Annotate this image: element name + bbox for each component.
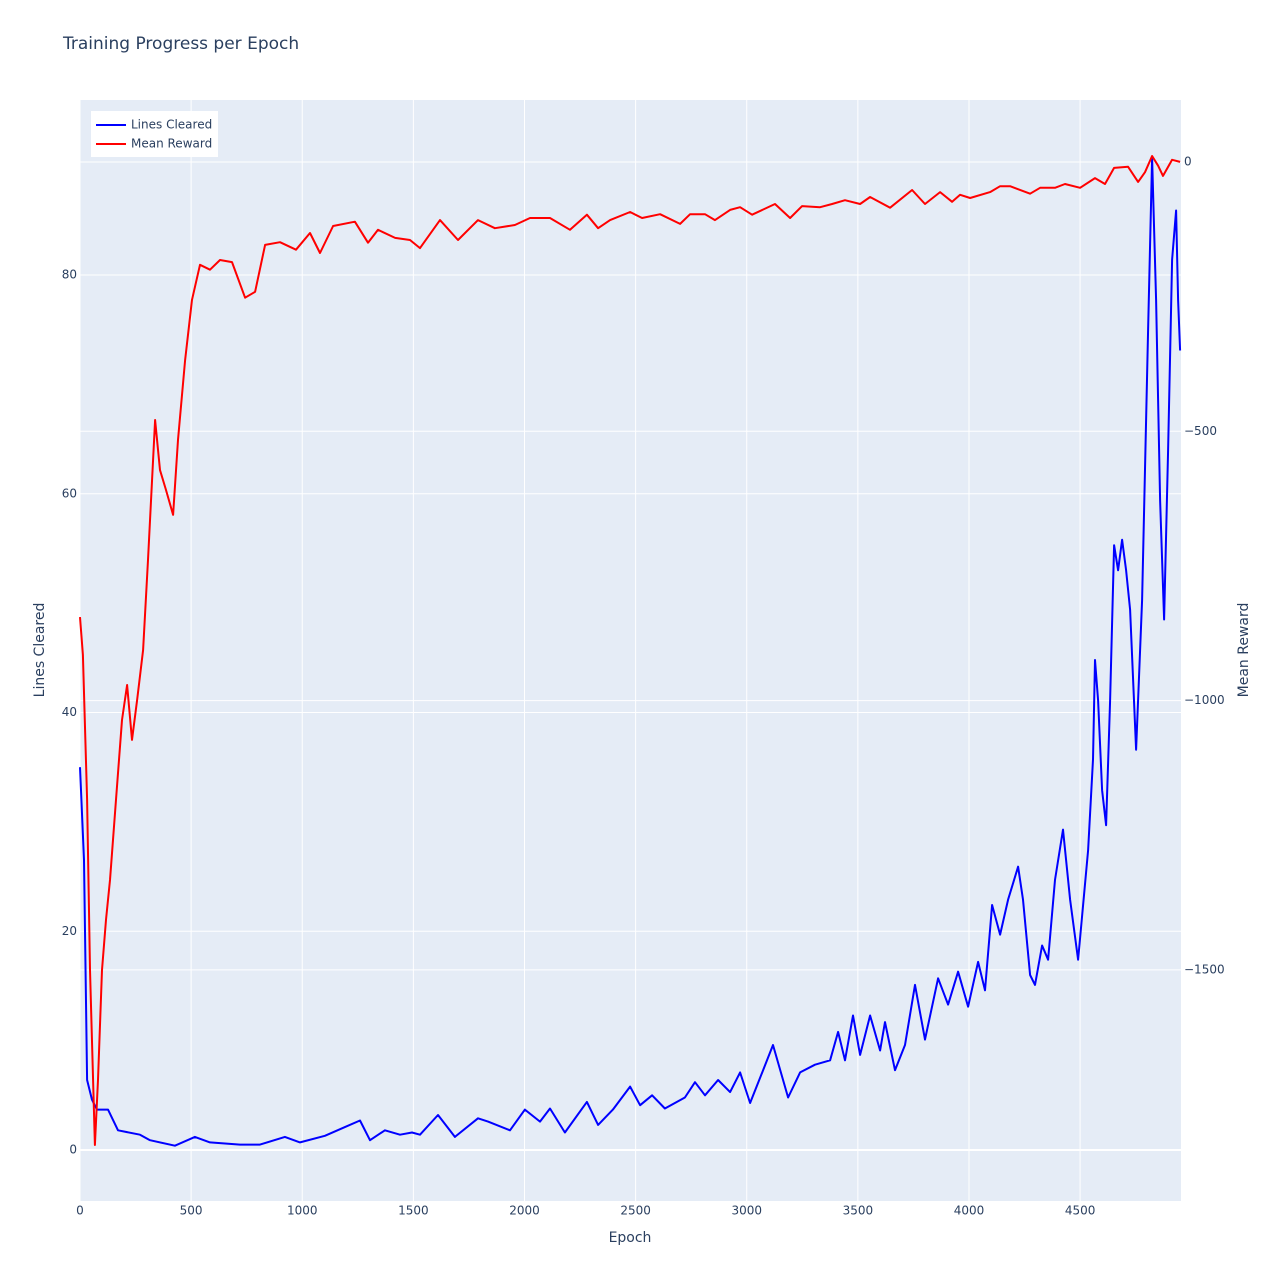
series-line: [79, 155, 1181, 1146]
y2-tick-label: −1000: [1184, 693, 1225, 707]
y-axis-title: Lines Cleared: [32, 603, 48, 698]
chart-title: Training Progress per Epoch: [62, 34, 299, 54]
y2-tick-label: −1500: [1184, 962, 1225, 976]
y-tick-label: 0: [69, 1143, 77, 1157]
y-tick-label: 80: [62, 268, 77, 282]
x-tick-label: 3500: [843, 1204, 874, 1218]
x-tick-label: 500: [180, 1204, 203, 1218]
x-tick-label: 1500: [398, 1204, 429, 1218]
legend: Lines Cleared Mean Reward: [91, 111, 218, 157]
x-tick-label: 4500: [1065, 1204, 1096, 1218]
x-tick-label: 4000: [954, 1204, 985, 1218]
series-group: [79, 155, 1182, 1147]
x-axis-title: Epoch: [609, 1230, 652, 1246]
y2-axis-title: Mean Reward: [1236, 603, 1252, 698]
x-tick-label: 2000: [509, 1204, 540, 1218]
y-tick-label: 20: [62, 924, 77, 938]
legend-label: Lines Cleared: [131, 118, 212, 132]
grid: [79, 100, 1181, 1201]
legend-box: [91, 111, 218, 157]
legend-label: Mean Reward: [131, 137, 212, 151]
x-tick-label: 2500: [620, 1204, 651, 1218]
series-line: [79, 157, 1182, 1147]
y-tick-label: 60: [62, 486, 77, 500]
y2-tick-label: −500: [1184, 424, 1217, 438]
x-tick-label: 3000: [731, 1204, 762, 1218]
y2-tick-label: 0: [1184, 154, 1192, 168]
x-tick-label: 1000: [287, 1204, 318, 1218]
y-tick-label: 40: [62, 705, 77, 719]
plot-area: [80, 100, 1181, 1201]
x-tick-label: 0: [76, 1204, 84, 1218]
